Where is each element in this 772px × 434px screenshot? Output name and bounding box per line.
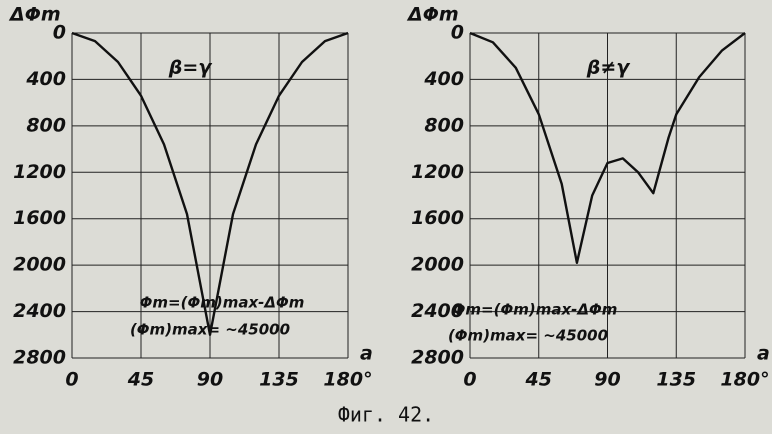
- y-tick-label: 0: [451, 22, 464, 44]
- y-tick-label: 2400: [411, 300, 464, 322]
- x-tick-label: 45: [127, 369, 154, 391]
- y-tick-label: 2800: [13, 347, 66, 369]
- y-tick-label: 2800: [411, 347, 464, 369]
- y-tick-label: 2000: [13, 254, 66, 276]
- y-tick-label: 400: [423, 68, 464, 90]
- annotation: β≠γ: [586, 57, 632, 79]
- x-tick-label: 0: [65, 369, 78, 391]
- annotation: (Φm)max= ~45000: [130, 321, 290, 339]
- y-tick-label: 800: [26, 114, 66, 136]
- y-tick-label: 2400: [13, 300, 66, 322]
- x-tick-label: 135: [656, 369, 696, 391]
- x-tick-label: 0: [463, 369, 476, 391]
- x-tick-label: 135: [259, 369, 299, 391]
- x-axis-label: a: [360, 343, 373, 365]
- y-tick-label: 1200: [411, 161, 464, 183]
- y-tick-label: 2000: [411, 254, 464, 276]
- y-axis-label: ΔΦm: [8, 4, 61, 26]
- y-tick-label: 800: [424, 114, 464, 136]
- y-axis-label: ΔΦm: [406, 4, 459, 26]
- x-axis-label: a: [757, 343, 770, 365]
- y-tick-label: 1600: [13, 207, 66, 229]
- line: [71, 31, 349, 336]
- y-tick-label: 0: [53, 22, 66, 44]
- y-tick-label: 400: [25, 68, 66, 90]
- x-tick-label: 180°: [720, 369, 769, 391]
- annotation: Φm=(Φm)max-ΔΦm: [140, 294, 305, 312]
- x-tick-label: 45: [525, 369, 552, 391]
- annotation: Φm=(Φm)max-ΔΦm: [453, 301, 618, 319]
- annotation: β=γ: [168, 57, 214, 79]
- x-tick-label: 90: [197, 369, 223, 391]
- line: [469, 31, 746, 264]
- x-tick-label: 90: [594, 369, 620, 391]
- caption: Фиг. 42.: [338, 403, 434, 427]
- y-tick-label: 1600: [411, 207, 464, 229]
- x-tick-label: 180°: [323, 369, 372, 391]
- y-tick-label: 1200: [13, 161, 66, 183]
- annotation: (Φm)max= ~45000: [448, 327, 608, 345]
